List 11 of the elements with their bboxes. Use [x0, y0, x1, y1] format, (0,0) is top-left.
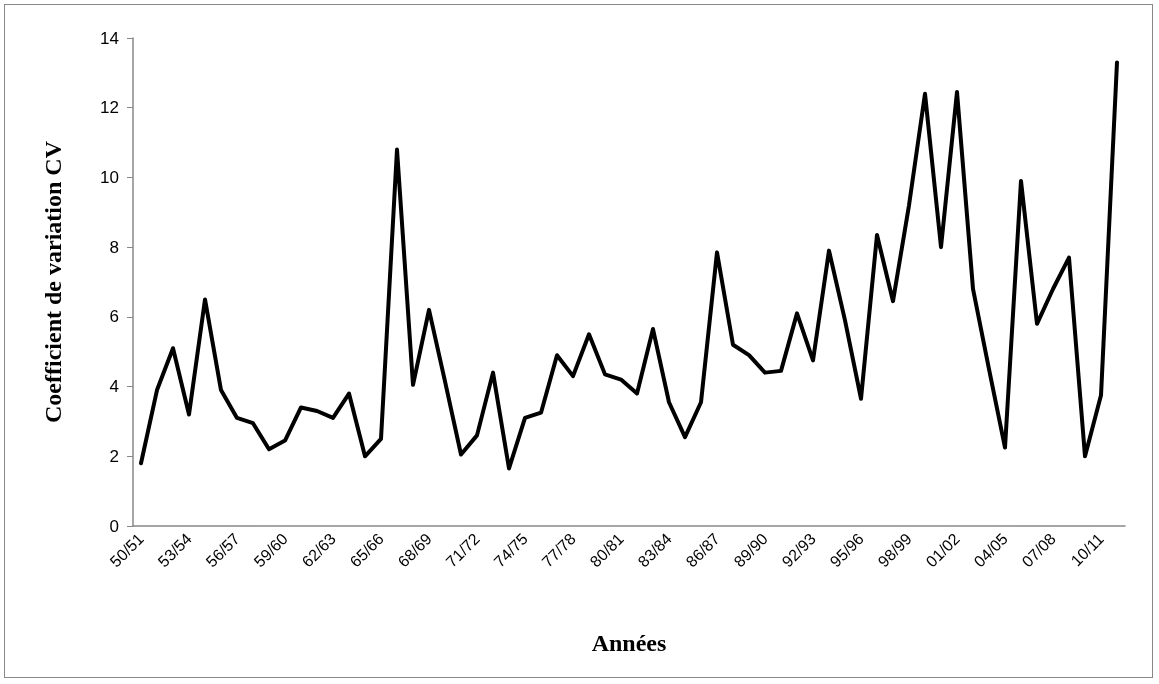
y-tick-label: 12 — [100, 98, 119, 118]
y-tick-label: 10 — [100, 167, 119, 187]
y-tick-label: 2 — [109, 446, 119, 466]
y-tick-label: 14 — [100, 28, 119, 48]
line-series — [139, 60, 1119, 471]
y-tick-label: 0 — [109, 516, 119, 536]
y-tick-label: 4 — [109, 377, 119, 397]
y-axis-title: Coefficient de variation CV — [40, 140, 66, 423]
y-tick-label: 6 — [109, 307, 119, 327]
y-tick-label: 8 — [109, 237, 119, 257]
x-axis-title: Années — [591, 630, 667, 656]
